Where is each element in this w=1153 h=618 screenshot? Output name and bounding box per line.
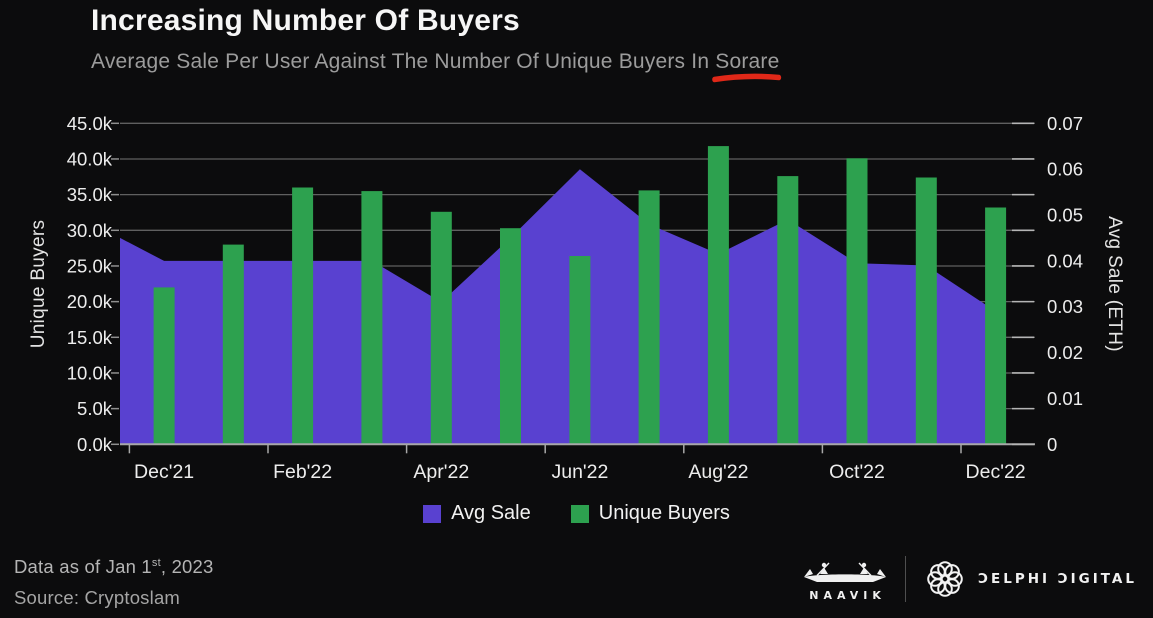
svg-text:Feb'22: Feb'22 <box>273 461 332 483</box>
red-marker-underline-icon <box>712 73 782 83</box>
legend-item-unique-buyers: Unique Buyers <box>570 502 730 525</box>
naavik-logo: NAAVIK <box>803 556 887 602</box>
legend-label: Avg Sale <box>451 502 531 524</box>
svg-text:Jun'22: Jun'22 <box>551 461 608 483</box>
naavik-wordmark: NAAVIK <box>809 589 886 602</box>
source-note: Source: Cryptoslam <box>14 587 181 608</box>
unique-buyers-swatch-icon <box>570 504 589 523</box>
svg-text:Dec'22: Dec'22 <box>966 461 1026 483</box>
svg-text:45.0k: 45.0k <box>67 113 113 134</box>
chart-legend: Avg Sale Unique Buyers <box>0 502 1153 525</box>
right-axis-title: Avg Sale (ETH) <box>1104 216 1125 352</box>
naavik-boat-icon <box>804 562 887 582</box>
combo-chart: 0.0k 5.0k 10.0k 15.0k 20.0k 25.0k 30.0k 35.0k 40… <box>67 113 1083 483</box>
svg-text:0.07: 0.07 <box>1047 113 1083 134</box>
chart-subtitle: Average Sale Per User Against The Number… <box>91 50 782 83</box>
svg-text:10.0k: 10.0k <box>67 362 113 383</box>
branding-block: NAAVIK ƆELPHI ƆIGITAL <box>803 556 1137 602</box>
avg-sale-swatch-icon <box>423 504 442 523</box>
svg-text:Apr'22: Apr'22 <box>413 461 469 483</box>
subtitle-highlight-sorare: Sorare <box>712 50 782 83</box>
delphi-wordmark: ƆELPHI ƆIGITAL <box>978 571 1137 587</box>
svg-text:0.04: 0.04 <box>1047 250 1083 271</box>
svg-text:Aug'22: Aug'22 <box>688 461 748 483</box>
left-axis-title: Unique Buyers <box>28 219 49 349</box>
subtitle-text: Average Sale Per User Against The Number… <box>91 50 716 73</box>
legend-item-avg-sale: Avg Sale <box>423 502 531 525</box>
ordinal-superscript: st <box>151 556 161 569</box>
svg-text:Oct'22: Oct'22 <box>829 461 885 483</box>
delphi-rosette-icon <box>927 561 963 597</box>
svg-text:35.0k: 35.0k <box>67 184 113 205</box>
svg-text:15.0k: 15.0k <box>67 327 113 348</box>
svg-text:0.01: 0.01 <box>1047 388 1083 409</box>
svg-text:0.02: 0.02 <box>1047 342 1083 363</box>
data-as-of-note: Data as of Jan 1st, 2023 <box>14 556 214 577</box>
svg-text:0.05: 0.05 <box>1047 205 1083 226</box>
page-title: Increasing Number Of Buyers <box>91 4 520 37</box>
svg-text:5.0k: 5.0k <box>77 398 113 419</box>
svg-text:Dec'21: Dec'21 <box>134 461 194 483</box>
svg-text:0: 0 <box>1047 434 1057 455</box>
svg-text:40.0k: 40.0k <box>67 148 113 169</box>
svg-text:0.0k: 0.0k <box>77 434 113 455</box>
svg-text:25.0k: 25.0k <box>67 255 113 276</box>
svg-text:0.06: 0.06 <box>1047 159 1083 180</box>
svg-text:30.0k: 30.0k <box>67 220 113 241</box>
delphi-digital-logo: ƆELPHI ƆIGITAL <box>924 558 1137 600</box>
svg-text:20.0k: 20.0k <box>67 291 113 312</box>
legend-label: Unique Buyers <box>598 502 730 524</box>
svg-text:0.03: 0.03 <box>1047 296 1083 317</box>
brand-divider <box>905 556 907 602</box>
